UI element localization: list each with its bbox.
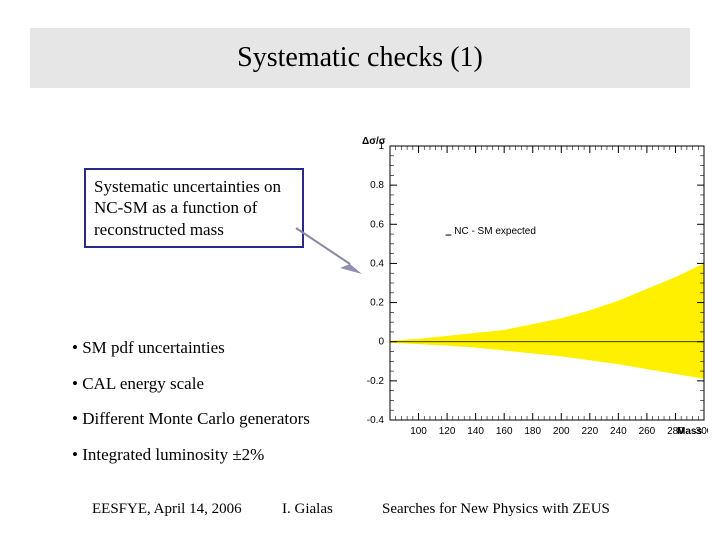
ytick-label: -0.4: [367, 415, 385, 426]
xtick-label: 220: [581, 426, 598, 437]
slide: Systematic checks (1) Systematic uncerta…: [0, 0, 720, 540]
ytick-label: 0.4: [370, 258, 384, 269]
y-axis-label: Δσ/σ: [362, 136, 386, 147]
bullet-list: • SM pdf uncertainties • CAL energy scal…: [72, 330, 310, 473]
footer-date: EESFYE, April 14, 2006: [92, 501, 282, 518]
bullet-item: • Integrated luminosity ±2%: [72, 437, 310, 473]
title-bar: Systematic checks (1): [30, 28, 690, 88]
xtick-label: 180: [524, 426, 541, 437]
xtick-label: 260: [639, 426, 656, 437]
bullet-item: • CAL energy scale: [72, 366, 310, 402]
x-axis-label: Mass: [677, 426, 702, 437]
ytick-label: 0.6: [370, 219, 384, 230]
xtick-label: 140: [467, 426, 484, 437]
arrow-line: [296, 228, 350, 264]
slide-title: Systematic checks (1): [237, 42, 483, 74]
bullet-item: • Different Monte Carlo generators: [72, 401, 310, 437]
ytick-label: 0.2: [370, 298, 384, 309]
footer-title: Searches for New Physics with ZEUS: [382, 501, 610, 518]
bullet-item: • SM pdf uncertainties: [72, 330, 310, 366]
caption-text: Systematic uncertainties on NC-SM as a f…: [94, 177, 281, 239]
footer-author: I. Gialas: [282, 501, 382, 518]
ytick-label: -0.2: [367, 376, 385, 387]
footer: EESFYE, April 14, 2006 I. Gialas Searche…: [0, 501, 720, 518]
chart-bg: [390, 146, 704, 420]
xtick-label: 240: [610, 426, 627, 437]
ytick-label: 0: [378, 337, 384, 348]
xtick-label: 160: [496, 426, 513, 437]
legend-label: NC - SM expected: [454, 226, 536, 237]
xtick-label: 200: [553, 426, 570, 437]
xtick-label: 100: [410, 426, 427, 437]
xtick-label: 120: [439, 426, 456, 437]
uncertainty-chart: 100120140160180200220240260280300-0.4-0.…: [348, 132, 708, 442]
ytick-label: 0.8: [370, 180, 384, 191]
caption-box: Systematic uncertainties on NC-SM as a f…: [84, 168, 304, 248]
